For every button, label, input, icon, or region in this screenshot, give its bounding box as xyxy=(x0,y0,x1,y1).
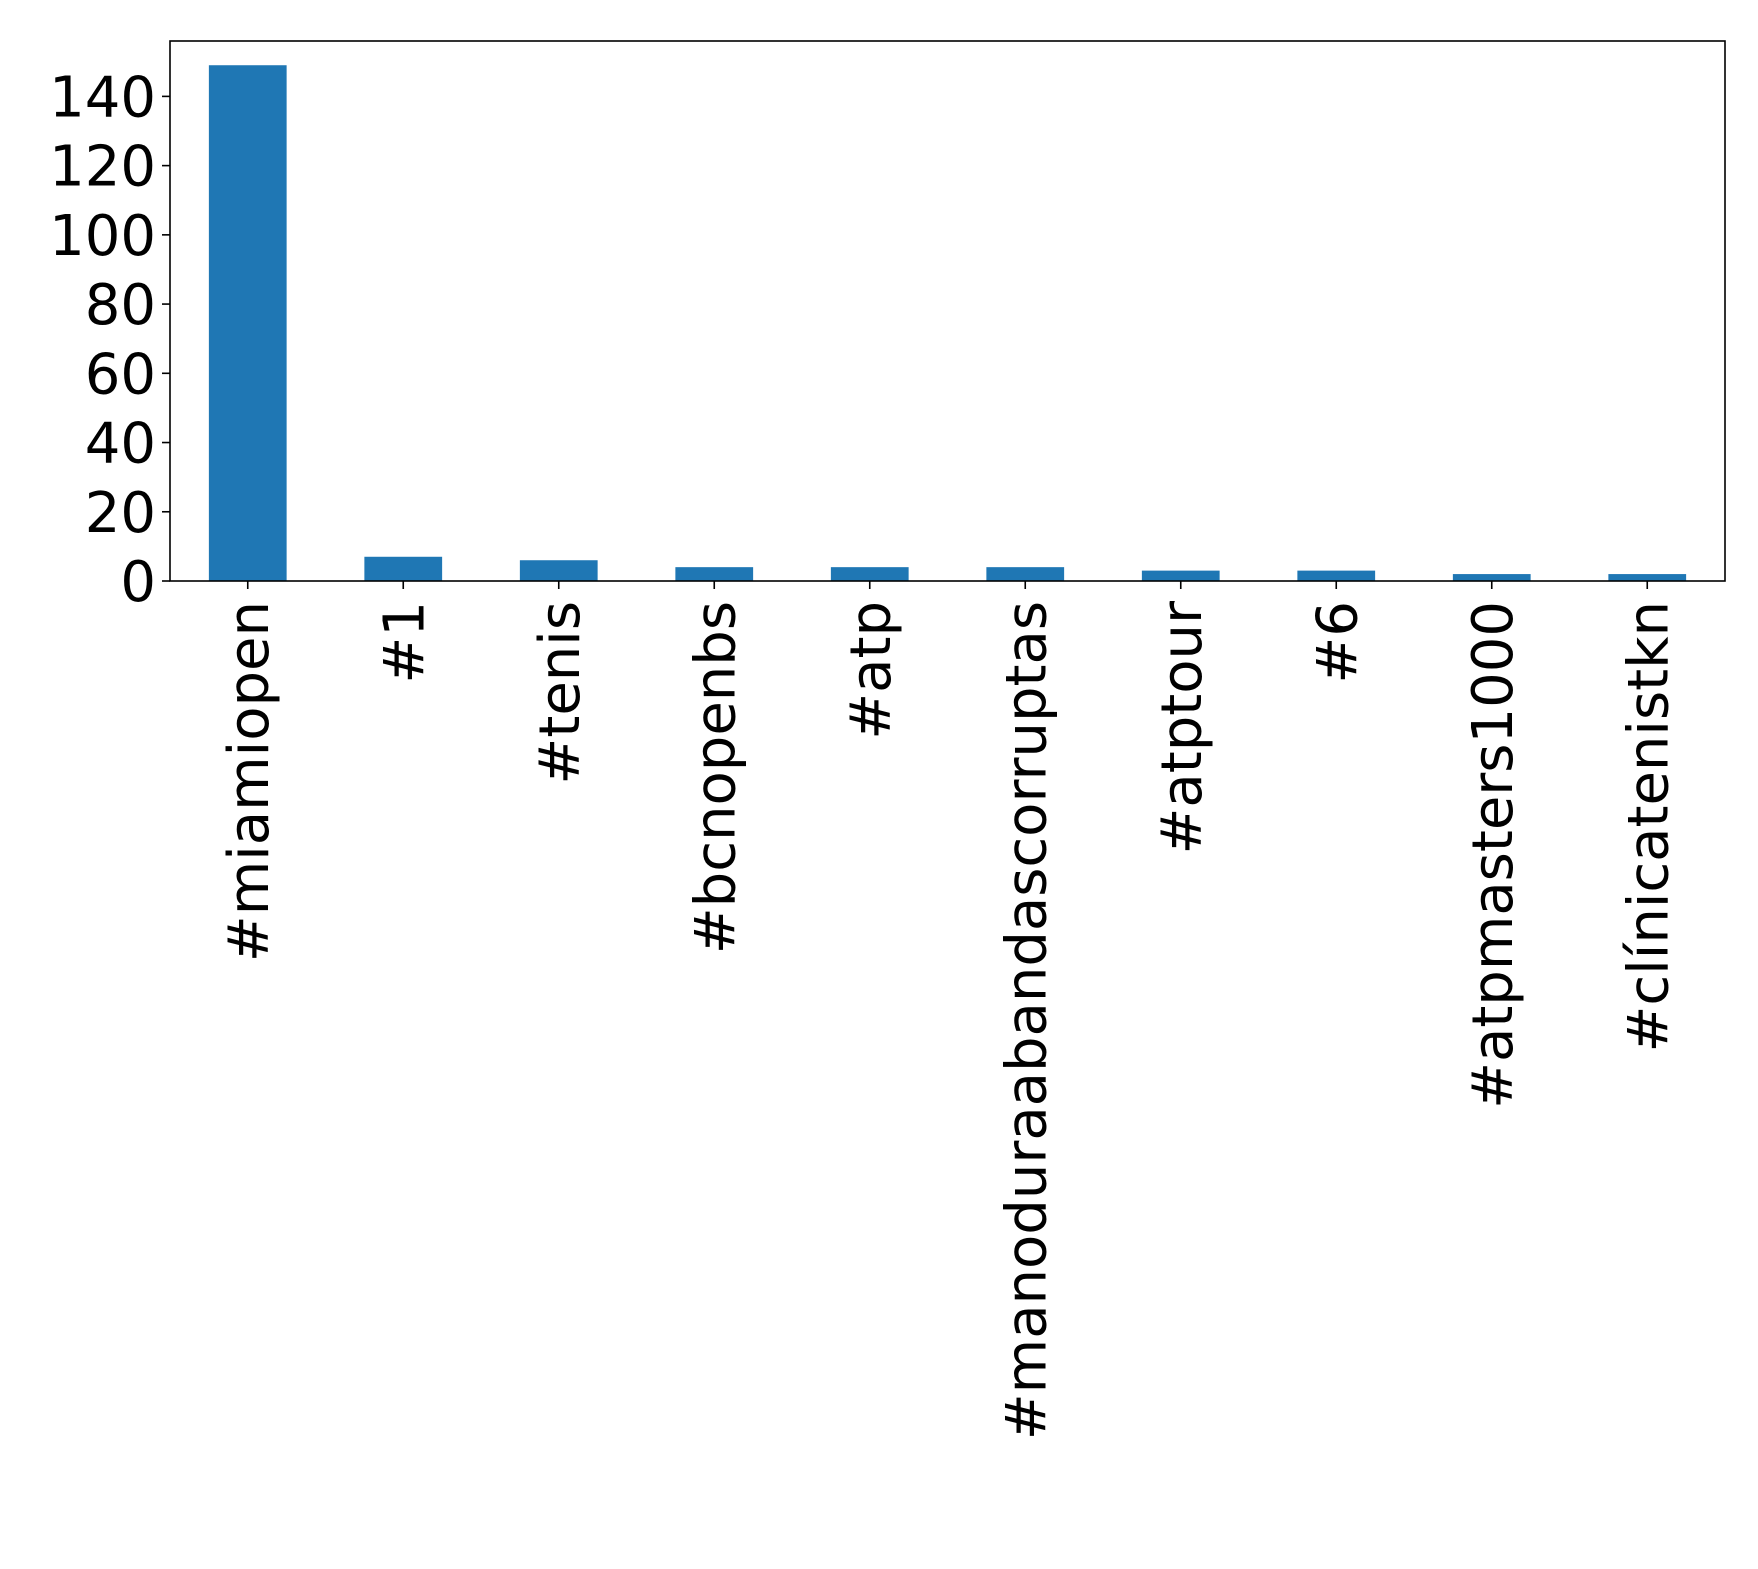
bar-5 xyxy=(830,567,909,581)
y-tick-label: 140 xyxy=(49,65,156,130)
x-tick-label: #1 xyxy=(372,601,437,684)
x-tick-label: #atp xyxy=(839,601,904,740)
x-tick-label: #bcnopenbs xyxy=(683,601,748,954)
bar-2 xyxy=(364,556,443,581)
bar-4 xyxy=(675,567,754,581)
bar-6 xyxy=(986,567,1065,581)
y-tick-label: 80 xyxy=(85,273,156,338)
bar-3 xyxy=(519,560,598,581)
y-tick-label: 0 xyxy=(120,550,156,615)
x-tick-label: #miamiopen xyxy=(217,601,282,962)
bar-1 xyxy=(208,65,287,581)
x-tick-label: #clínicatenistkn xyxy=(1616,601,1681,1053)
x-tick-label: #tenis xyxy=(528,601,593,785)
y-tick-label: 40 xyxy=(85,412,156,477)
x-axis: #miamiopen #1 #tenis #bcnopenbs #atp #manodur… xyxy=(217,581,1681,1440)
x-tick-label: #manoduraabandascorruptas xyxy=(994,601,1059,1440)
bar-10 xyxy=(1608,574,1687,581)
y-tick-label: 120 xyxy=(49,135,156,200)
y-tick-label: 60 xyxy=(85,342,156,407)
plot-frame xyxy=(169,40,1726,582)
x-tick-label: #6 xyxy=(1305,601,1370,684)
y-tick-label: 100 xyxy=(49,204,156,269)
bars-layer xyxy=(208,65,1687,581)
y-tick-label: 20 xyxy=(85,481,156,546)
bar-9 xyxy=(1452,574,1531,581)
bar-8 xyxy=(1297,570,1376,581)
x-tick-label: #atptour xyxy=(1150,600,1215,854)
bar-7 xyxy=(1141,570,1220,581)
x-tick-label: #atpmasters1000 xyxy=(1461,601,1526,1109)
